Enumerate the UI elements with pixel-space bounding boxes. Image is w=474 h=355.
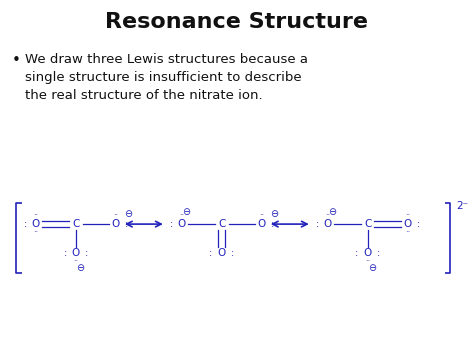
Text: O: O bbox=[72, 248, 80, 258]
Text: ··: ·· bbox=[113, 211, 118, 220]
Text: ··: ·· bbox=[405, 228, 410, 237]
Text: ⊖: ⊖ bbox=[124, 209, 132, 219]
Text: ··: ·· bbox=[73, 257, 78, 266]
Text: :: : bbox=[377, 248, 380, 258]
Text: :: : bbox=[231, 248, 234, 258]
Text: ··: ·· bbox=[33, 211, 38, 220]
Text: ⊖: ⊖ bbox=[182, 207, 191, 218]
Text: :: : bbox=[271, 219, 274, 229]
Text: :: : bbox=[356, 248, 358, 258]
Text: O: O bbox=[324, 219, 332, 229]
Text: ··: ·· bbox=[405, 211, 410, 220]
Text: O: O bbox=[178, 219, 186, 229]
Text: O: O bbox=[257, 219, 266, 229]
Text: :: : bbox=[64, 248, 67, 258]
Text: :: : bbox=[315, 219, 319, 229]
Text: O: O bbox=[218, 248, 226, 258]
Text: ⊖: ⊖ bbox=[270, 209, 278, 219]
Text: ··: ·· bbox=[179, 211, 184, 220]
Text: •: • bbox=[11, 53, 20, 68]
Text: 2⁻: 2⁻ bbox=[456, 201, 468, 211]
Text: :: : bbox=[125, 219, 128, 229]
Text: :: : bbox=[170, 219, 173, 229]
Text: ⊖: ⊖ bbox=[328, 207, 337, 218]
Text: C: C bbox=[72, 219, 80, 229]
Text: C: C bbox=[364, 219, 371, 229]
Text: ··: ·· bbox=[259, 211, 264, 220]
Text: O: O bbox=[403, 219, 411, 229]
Text: :: : bbox=[24, 219, 27, 229]
Text: :: : bbox=[85, 248, 88, 258]
Text: ⊖: ⊖ bbox=[77, 263, 85, 273]
Text: :: : bbox=[417, 219, 420, 229]
Text: We draw three Lewis structures because a
single structure is insufficient to des: We draw three Lewis structures because a… bbox=[25, 53, 308, 102]
Text: ⊖: ⊖ bbox=[368, 263, 376, 273]
Text: O: O bbox=[111, 219, 120, 229]
Text: ··: ·· bbox=[33, 228, 38, 237]
Text: O: O bbox=[32, 219, 40, 229]
Text: :: : bbox=[210, 248, 213, 258]
Text: ··: ·· bbox=[365, 257, 370, 266]
Text: C: C bbox=[218, 219, 226, 229]
Text: Resonance Structure: Resonance Structure bbox=[105, 12, 368, 33]
Text: ··: ·· bbox=[325, 211, 330, 220]
Text: O: O bbox=[364, 248, 372, 258]
